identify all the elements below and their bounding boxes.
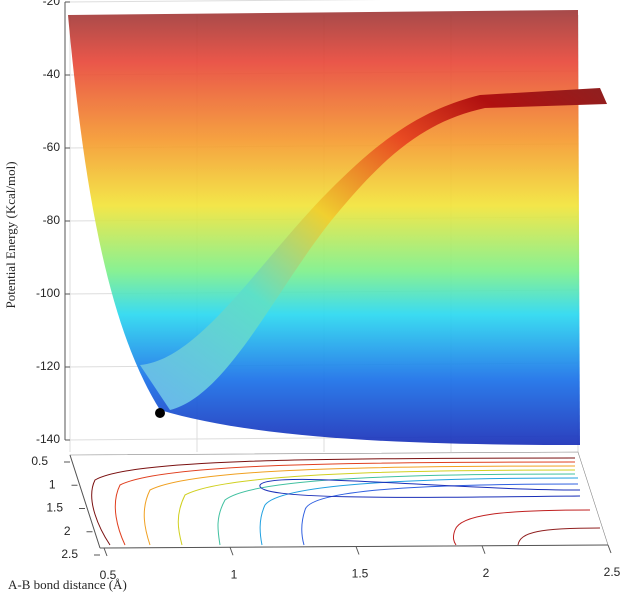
- y-tick-label: 1.5: [46, 501, 63, 515]
- x-axis: [99, 544, 609, 549]
- x-axis-label: A-B bond distance (Å): [8, 577, 127, 592]
- x-tick-label: 2.5: [604, 565, 621, 579]
- x-tick: [607, 544, 612, 554]
- ridge: [140, 88, 607, 410]
- z-axis-label: Potential Energy (Kcal/mol): [3, 161, 18, 308]
- z-tick-label: -40: [43, 67, 61, 81]
- x-tick-label: 1: [231, 567, 238, 581]
- contours: [91, 457, 601, 546]
- y-tick-label: 1: [49, 477, 56, 491]
- x-tick-label: 1.5: [352, 567, 369, 581]
- z-tick-label: -100: [36, 286, 60, 300]
- x-tick: [103, 547, 108, 557]
- x-tick: [355, 546, 360, 555]
- z-tick-label: -80: [43, 213, 61, 227]
- x-tick: [229, 547, 234, 556]
- x-tick-label: 0.5: [100, 568, 117, 582]
- y-tick-label: 2: [64, 524, 71, 538]
- z-tick-label: -120: [36, 359, 60, 373]
- x-tick-label: 2: [483, 566, 490, 580]
- z-tick-label: -20: [43, 0, 61, 8]
- y-axis: [69, 454, 101, 549]
- grid-line: [64, 0, 386, 3]
- minimum-marker: [155, 408, 165, 418]
- y-tick-label: 0.5: [31, 454, 48, 468]
- x-tick: [481, 545, 486, 554]
- y-tick-label: 2.5: [61, 547, 78, 561]
- z-tick-label: -60: [43, 140, 61, 154]
- z-tick-label: -140: [36, 432, 60, 446]
